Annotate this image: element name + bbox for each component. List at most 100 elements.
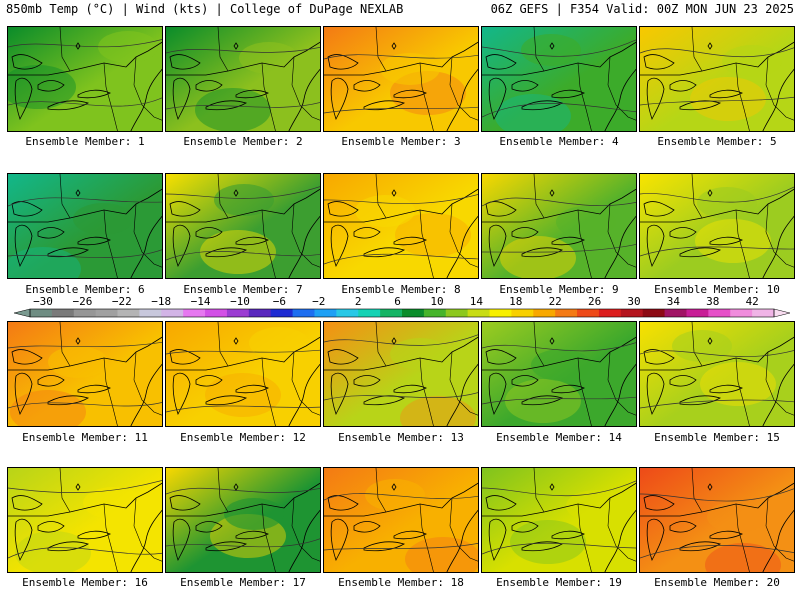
colorbar-tick-label: 14 xyxy=(469,295,484,308)
colorbar-swatch xyxy=(511,309,534,317)
temperature-colorbar xyxy=(13,308,790,318)
colorbar-swatch xyxy=(620,309,644,317)
colorbar-swatch xyxy=(139,309,162,317)
map-field xyxy=(8,322,162,426)
colorbar-tick-label: 30 xyxy=(627,295,641,308)
colorbar-tick-label: 2 xyxy=(354,295,362,308)
map-title: 850mb Temp (°C) | Wind (kts) | College o… xyxy=(6,2,404,16)
colorbar-swatch xyxy=(183,309,206,317)
ensemble-member-label: Ensemble Member: 9 xyxy=(499,283,619,296)
map-field xyxy=(482,174,636,278)
colorbar-swatch xyxy=(30,309,53,317)
colorbar-tick-label: 34 xyxy=(666,295,681,308)
colorbar-tick-label: 22 xyxy=(548,295,562,308)
ensemble-panel xyxy=(165,467,321,573)
ensemble-panel xyxy=(7,467,163,573)
colorbar-tick-label: −30 xyxy=(33,295,53,308)
ensemble-panel xyxy=(481,26,637,132)
colorbar-tick-label: 18 xyxy=(509,295,523,308)
colorbar-swatch xyxy=(314,309,337,317)
ensemble-panel xyxy=(7,173,163,279)
ensemble-panel xyxy=(639,173,795,279)
ensemble-panel xyxy=(323,173,479,279)
colorbar-swatch xyxy=(423,309,447,317)
colorbar-tick-label: 6 xyxy=(394,295,401,308)
map-field xyxy=(8,27,162,131)
colorbar-tick-label: −18 xyxy=(151,295,172,308)
colorbar-swatch xyxy=(248,309,272,317)
map-field xyxy=(324,468,478,572)
ensemble-member-label: Ensemble Member: 20 xyxy=(654,576,780,589)
ensemble-panel xyxy=(323,26,479,132)
ensemble-panel xyxy=(639,26,795,132)
colorbar-swatch xyxy=(292,309,315,317)
ensemble-panel xyxy=(165,173,321,279)
colorbar-swatch xyxy=(533,309,556,317)
map-field xyxy=(166,174,320,278)
colorbar-swatch xyxy=(226,309,250,317)
ensemble-member-label: Ensemble Member: 6 xyxy=(25,283,145,296)
colorbar-swatch xyxy=(161,309,184,317)
ensemble-member-label: Ensemble Member: 16 xyxy=(22,576,148,589)
colorbar-swatch xyxy=(117,309,140,317)
ensemble-member-label: Ensemble Member: 3 xyxy=(341,135,461,148)
ensemble-panel xyxy=(639,321,795,427)
map-field xyxy=(640,174,794,278)
colorbar-swatch xyxy=(402,309,425,317)
ensemble-panel xyxy=(323,321,479,427)
ensemble-member-label: Ensemble Member: 18 xyxy=(338,576,464,589)
ensemble-panel xyxy=(639,467,795,573)
map-field xyxy=(324,322,478,426)
colorbar-swatch xyxy=(489,309,512,317)
colorbar-tick-label: 26 xyxy=(587,295,602,308)
colorbar-swatch xyxy=(577,309,600,317)
colorbar-swatch xyxy=(73,309,97,317)
map-field xyxy=(640,27,794,131)
run-info: 06Z GEFS | F354 Valid: 00Z MON JUN 23 20… xyxy=(490,2,794,16)
colorbar-swatch xyxy=(95,309,119,317)
colorbar-low-arrow xyxy=(13,308,31,318)
colorbar-tick-label: −10 xyxy=(230,295,250,308)
map-field xyxy=(640,468,794,572)
colorbar-swatch xyxy=(752,309,775,317)
map-field xyxy=(166,468,320,572)
ensemble-panel xyxy=(323,467,479,573)
ensemble-panel xyxy=(165,321,321,427)
colorbar-swatch xyxy=(708,309,731,317)
ensemble-member-label: Ensemble Member: 2 xyxy=(183,135,303,148)
map-field xyxy=(8,174,162,278)
ensemble-panel xyxy=(481,173,637,279)
colorbar-swatch xyxy=(358,309,381,317)
colorbar-tick-label: −14 xyxy=(190,295,211,308)
ensemble-member-label: Ensemble Member: 19 xyxy=(496,576,622,589)
map-field xyxy=(482,27,636,131)
colorbar-swatch xyxy=(205,309,228,317)
map-field xyxy=(166,322,320,426)
ensemble-member-label: Ensemble Member: 7 xyxy=(183,283,303,296)
colorbar-swatch xyxy=(598,309,622,317)
colorbar-swatch xyxy=(686,309,709,317)
ensemble-member-label: Ensemble Member: 1 xyxy=(25,135,145,148)
map-field xyxy=(482,468,636,572)
colorbar-swatch xyxy=(380,309,403,317)
map-field xyxy=(8,468,162,572)
ensemble-panel xyxy=(165,26,321,132)
colorbar-high-arrow xyxy=(773,308,790,318)
map-field xyxy=(640,322,794,426)
ensemble-member-label: Ensemble Member: 5 xyxy=(657,135,777,148)
ensemble-member-label: Ensemble Member: 13 xyxy=(338,431,464,444)
colorbar-swatch xyxy=(336,309,359,317)
ensemble-panel xyxy=(7,321,163,427)
ensemble-panel xyxy=(7,26,163,132)
ensemble-member-label: Ensemble Member: 15 xyxy=(654,431,780,444)
colorbar-swatch xyxy=(730,309,753,317)
colorbar-tick-label: 38 xyxy=(706,295,720,308)
map-field xyxy=(324,27,478,131)
colorbar-swatch xyxy=(445,309,469,317)
colorbar-swatch xyxy=(270,309,294,317)
map-field xyxy=(324,174,478,278)
colorbar-tick-label: −22 xyxy=(111,295,132,308)
colorbar-swatch xyxy=(664,309,687,317)
ensemble-panel xyxy=(481,467,637,573)
colorbar-tick-label: −2 xyxy=(312,295,326,308)
